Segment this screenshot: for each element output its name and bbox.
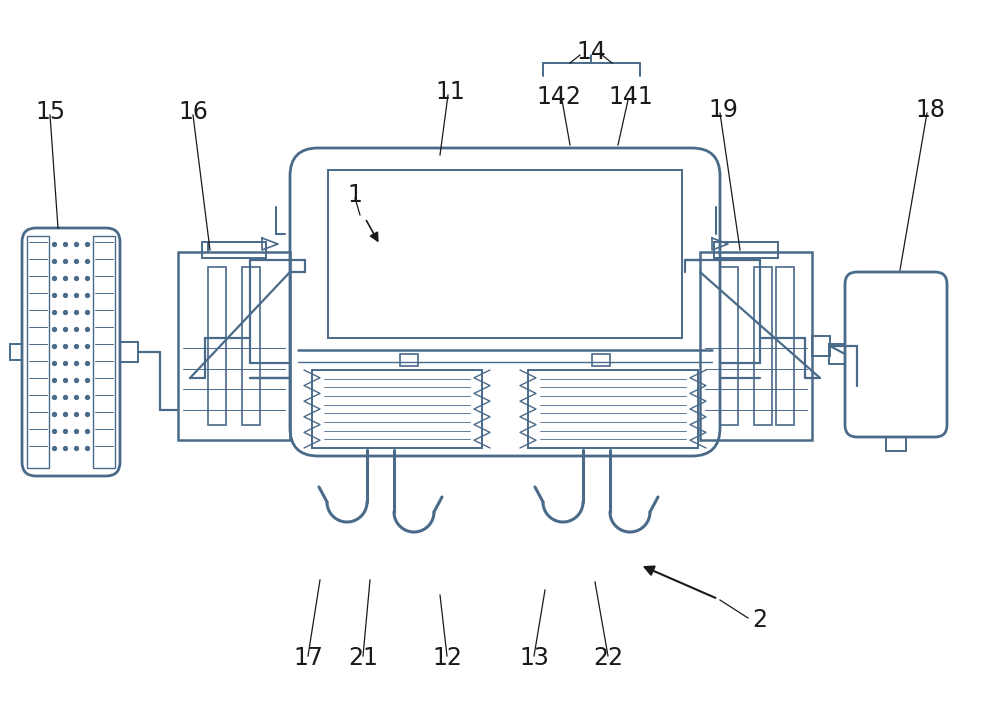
Bar [700, 252, 812, 440]
Text: 16: 16 [178, 100, 208, 124]
Bar [10, 344, 22, 360]
Bar [886, 437, 906, 451]
Bar [812, 336, 830, 356]
Text: 13: 13 [519, 646, 549, 670]
Bar [720, 267, 738, 425]
Bar [178, 252, 290, 440]
Text: 142: 142 [537, 85, 581, 109]
Bar [93, 236, 115, 468]
Bar [754, 267, 772, 425]
Text: 15: 15 [35, 100, 65, 124]
Text: 12: 12 [432, 646, 462, 670]
Bar [27, 236, 49, 468]
Text: 141: 141 [609, 85, 653, 109]
Bar [714, 242, 778, 258]
Bar [202, 242, 266, 258]
Text: 17: 17 [293, 646, 323, 670]
Bar [592, 354, 610, 366]
Text: 14: 14 [576, 40, 606, 64]
Text: 2: 2 [753, 608, 768, 632]
Text: 22: 22 [593, 646, 623, 670]
Bar [776, 267, 794, 425]
Text: 18: 18 [915, 98, 945, 122]
Bar [208, 267, 226, 425]
Bar [829, 344, 845, 364]
Bar [328, 170, 682, 338]
Text: 1: 1 [348, 183, 362, 207]
Bar [400, 354, 418, 366]
Text: 21: 21 [348, 646, 378, 670]
Bar [312, 370, 482, 448]
Text: 19: 19 [708, 98, 738, 122]
Text: 11: 11 [435, 80, 465, 104]
Bar [528, 370, 698, 448]
Bar [242, 267, 260, 425]
Bar [120, 342, 138, 362]
